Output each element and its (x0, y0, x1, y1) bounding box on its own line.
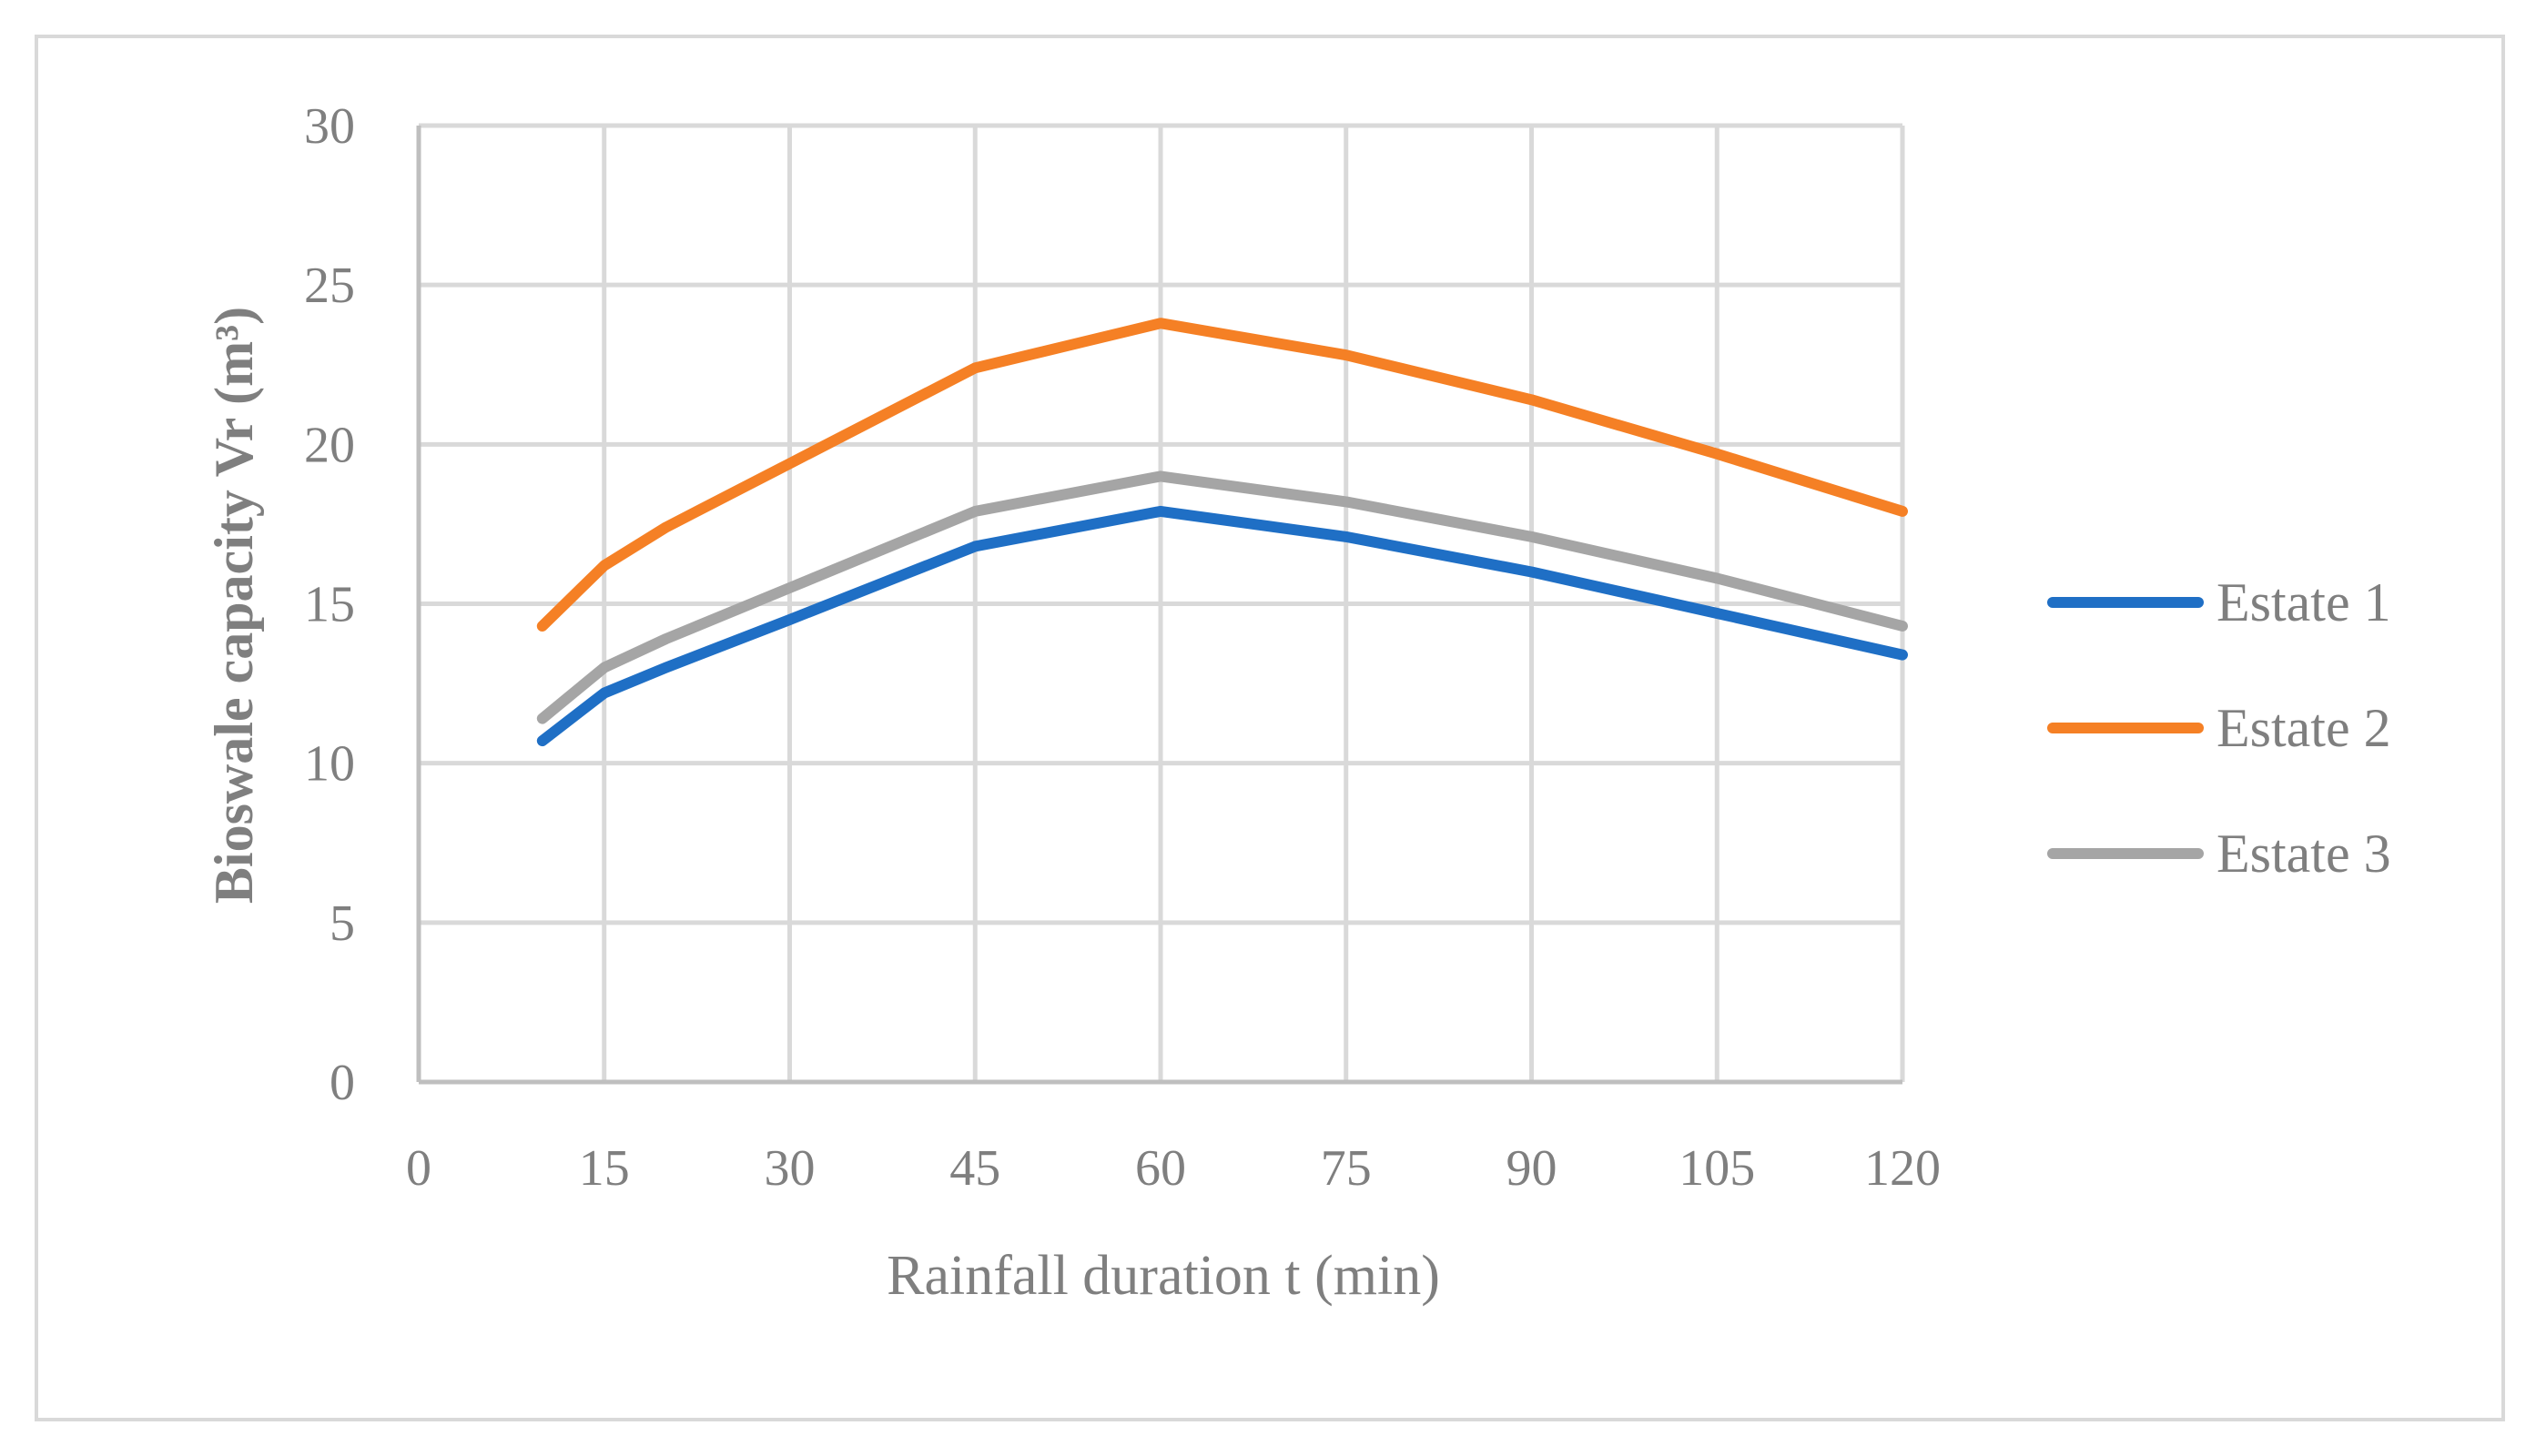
gridlines (419, 123, 1905, 1082)
y-tick-label: 10 (304, 736, 355, 793)
y-tick-label: 5 (330, 895, 355, 952)
y-tick-label: 30 (304, 98, 355, 155)
y-tick-label: 20 (304, 417, 355, 473)
x-tick-label: 75 (1321, 1140, 1372, 1197)
x-tick-label: 90 (1506, 1140, 1557, 1197)
legend: Estate 1 Estate 2 Estate 3 (2047, 572, 2391, 884)
tick-labels: 0 5 10 15 20 25 30 0 15 30 45 60 75 90 105 120 (304, 98, 1941, 1197)
series-line-estate-1 (536, 505, 1908, 747)
x-tick-label: 45 (949, 1140, 1000, 1197)
x-tick-label: 60 (1135, 1140, 1186, 1197)
legend-label-estate-1: Estate 1 (2216, 572, 2391, 632)
y-tick-label: 25 (304, 258, 355, 314)
y-axis-title: Bioswale capacity Vr (m³) (204, 307, 264, 904)
x-tick-label: 105 (1679, 1140, 1755, 1197)
y-tick-label: 15 (304, 577, 355, 633)
x-tick-label: 30 (765, 1140, 816, 1197)
y-tick-label: 0 (330, 1055, 355, 1111)
series-lines (536, 318, 1908, 747)
series-line-estate-2 (536, 318, 1908, 632)
x-tick-label: 15 (579, 1140, 630, 1197)
series-line-estate-3 (536, 470, 1908, 724)
x-axis-title: Rainfall duration t (min) (887, 1245, 1440, 1307)
x-tick-label: 120 (1864, 1140, 1941, 1197)
axes (416, 126, 1902, 1085)
legend-label-estate-3: Estate 3 (2216, 824, 2391, 884)
x-tick-label: 0 (406, 1140, 431, 1197)
legend-label-estate-2: Estate 2 (2216, 698, 2391, 758)
